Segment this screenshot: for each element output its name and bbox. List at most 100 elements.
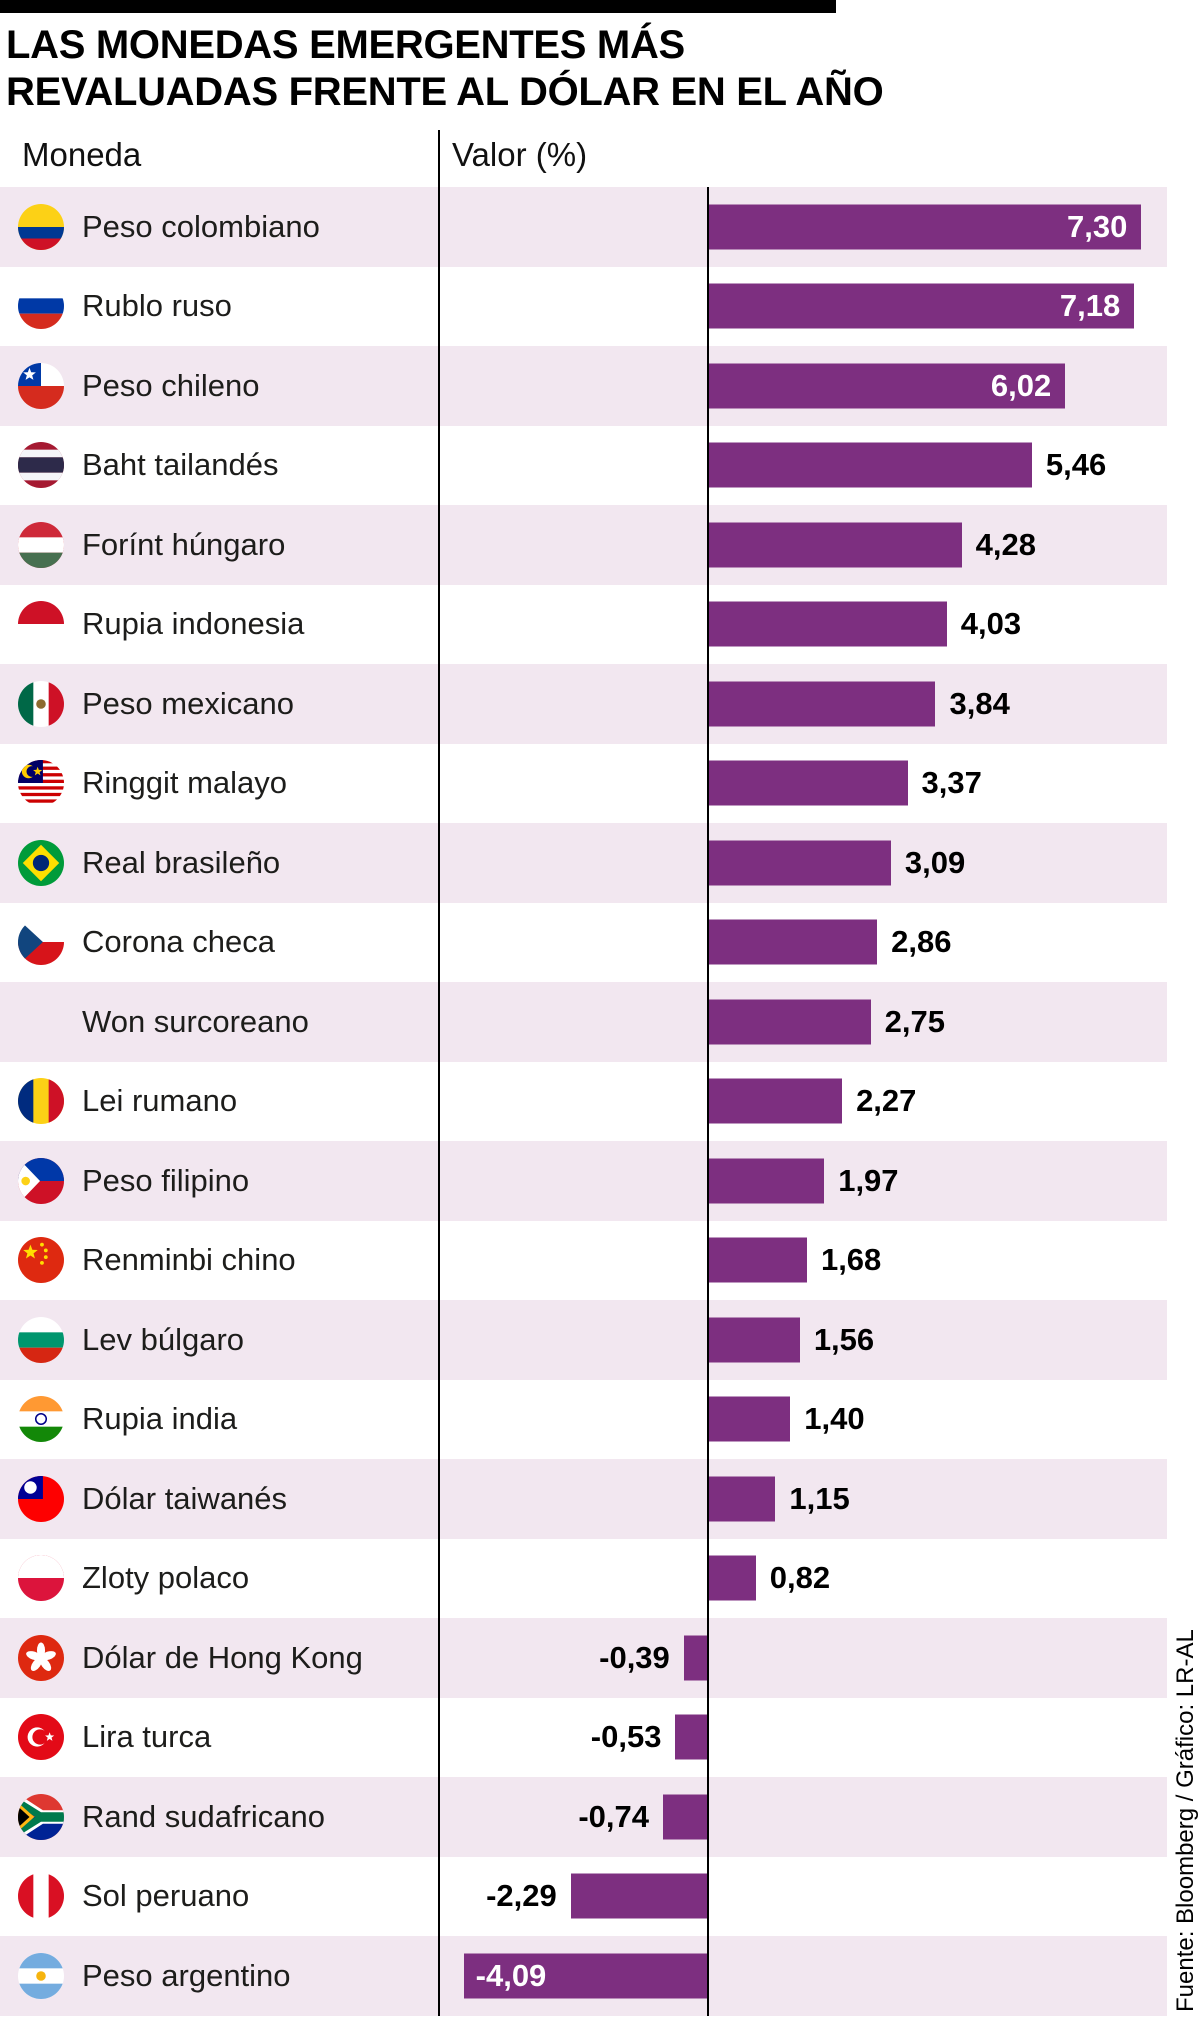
table-row: Zloty polaco 0,82 [0,1539,1167,1619]
currency-label: Dólar de Hong Kong [82,1639,363,1675]
value-bar [707,601,947,647]
currency-label: Corona checa [82,924,276,960]
value-bar [707,1237,807,1283]
value-label: 6,02 [990,367,1052,403]
value-bar [675,1714,707,1760]
flag-mexico-icon [18,680,64,727]
value-bar [707,1476,776,1522]
table-row: Baht tailandés 5,46 [0,426,1167,506]
flag-philippines-icon [18,1157,64,1204]
value-label: 1,56 [813,1321,875,1357]
table-row: Lei rumano 2,27 [0,1062,1167,1142]
value-label: 0,82 [769,1560,831,1596]
value-bar [707,760,908,806]
value-bar [683,1635,707,1681]
bar-chart-rows: Peso colombiano 7,30 Rublo ruso 7,18 Pes… [0,187,1167,2016]
table-row: Peso chileno 6,02 [0,346,1167,426]
flag-thailand-icon [18,442,64,489]
value-label: -0,39 [599,1639,670,1675]
table-row: Forínt húngaro 4,28 [0,505,1167,585]
currency-label: Real brasileño [82,844,281,880]
currency-label: Baht tailandés [82,447,279,483]
value-label: -4,09 [475,1957,547,1993]
table-row: Peso filipino 1,97 [0,1141,1167,1221]
value-bar [707,1396,791,1442]
table-row: Dólar taiwanés 1,15 [0,1459,1167,1539]
flag-malaysia-icon [18,760,64,807]
value-label: 4,28 [975,526,1036,562]
zero-axis-line [707,187,709,2016]
flag-romania-icon [18,1078,64,1125]
currency-label: Forínt húngaro [82,526,286,562]
value-bar [707,283,1135,329]
flag-russia-icon [18,283,64,330]
value-bar [707,681,936,727]
value-label: 7,30 [1067,208,1128,244]
currency-label: Peso mexicano [82,685,294,721]
value-bar [707,1317,800,1363]
value-label: 7,18 [1059,288,1121,324]
table-row: Peso argentino -4,09 [0,1936,1167,2016]
top-rule [0,0,836,13]
chart-title: LAS MONEDAS EMERGENTES MÁS REVALUADAS FR… [6,22,884,116]
flag-india-icon [18,1396,64,1443]
currency-label: Rand sudafricano [82,1798,325,1834]
currency-label: Lev búlgaro [82,1321,245,1357]
table-row: Lev búlgaro 1,56 [0,1300,1167,1380]
table-row: Sol peruano -2,29 [0,1857,1167,1937]
table-row: Won surcoreano 2,75 [0,982,1167,1062]
value-bar [707,363,1066,409]
currency-label: Peso argentino [82,1957,291,1993]
currency-label: Renminbi chino [82,1242,296,1278]
flag-czechia-icon [18,919,64,966]
flag-peru-icon [18,1873,64,1920]
value-label: 4,03 [960,606,1022,642]
value-label: 2,27 [856,1083,917,1119]
currency-label: Rublo ruso [82,288,232,324]
value-bar [707,1555,756,1601]
currency-label: Lei rumano [82,1083,238,1119]
value-bar [707,204,1142,250]
currency-label: Peso filipino [82,1162,250,1198]
currency-label: Peso chileno [82,367,260,403]
table-row: Real brasileño 3,09 [0,823,1167,903]
flag-poland-icon [18,1555,64,1602]
currency-label: Zloty polaco [82,1560,250,1596]
value-label: 2,75 [884,1003,945,1039]
currency-label: Peso colombiano [82,208,320,244]
flag-taiwan-icon [18,1475,64,1522]
table-row: Rand sudafricano -0,74 [0,1777,1167,1857]
table-row: Corona checa 2,86 [0,903,1167,983]
table-row: Peso mexicano 3,84 [0,664,1167,744]
flag-southafrica-icon [18,1793,64,1840]
value-label: 3,09 [904,844,966,880]
value-label: 1,97 [838,1162,899,1198]
table-row: Rublo ruso 7,18 [0,267,1167,347]
value-label: -0,53 [590,1719,662,1755]
value-label: -0,74 [578,1798,649,1834]
value-bar [707,999,871,1045]
value-bar [707,522,962,568]
table-row: Lira turca -0,53 [0,1698,1167,1778]
column-header-currency: Moneda [22,136,142,173]
value-bar [707,919,878,965]
column-header-value: Valor (%) [452,136,588,173]
value-label: 1,68 [820,1242,882,1278]
column-divider-line [438,130,440,2016]
value-label: 1,15 [789,1480,850,1516]
currency-label: Rupia india [82,1401,238,1437]
currency-label: Won surcoreano [82,1003,309,1039]
table-row: Renminbi chino 1,68 [0,1221,1167,1301]
value-bar [707,442,1032,488]
table-row: Dólar de Hong Kong -0,39 [0,1618,1167,1698]
flag-indonesia-icon [18,601,64,648]
value-label: 3,84 [949,685,1010,721]
value-label: 1,40 [804,1401,865,1437]
currency-label: Ringgit malayo [82,765,288,801]
flag-chile-icon [18,362,64,409]
flag-hungary-icon [18,521,64,568]
title-line-2: REVALUADAS FRENTE AL DÓLAR EN EL AÑO [6,70,884,115]
flag-china-icon [18,1237,64,1284]
table-row: Rupia india 1,40 [0,1380,1167,1460]
table-row: Rupia indonesia 4,03 [0,585,1167,665]
